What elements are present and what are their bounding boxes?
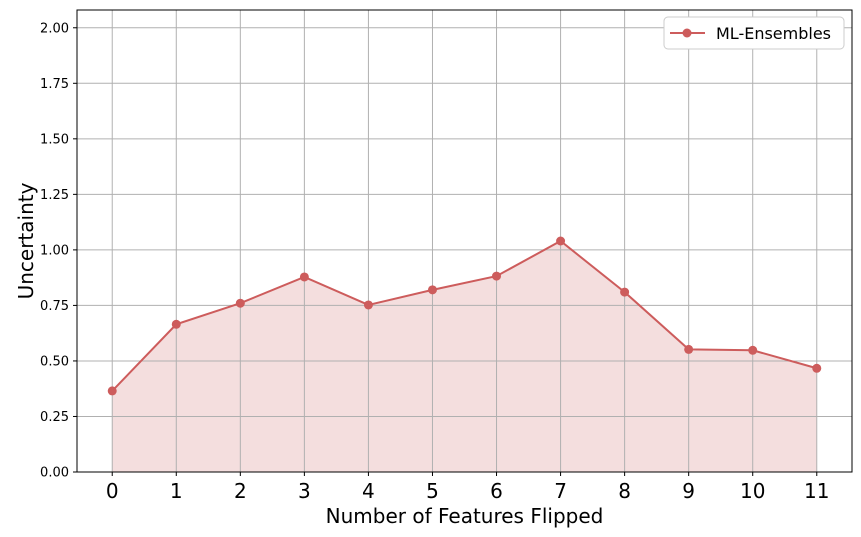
data-point: [812, 363, 822, 373]
data-point: [363, 300, 373, 310]
x-axis-ticks: 0 1 2 3 4 5 6 7 8 9 10 11: [106, 472, 829, 503]
data-point: [171, 319, 181, 329]
x-tick-label: 7: [554, 479, 567, 503]
x-tick-label: 3: [298, 479, 311, 503]
data-point: [427, 285, 437, 295]
x-tick-label: 6: [490, 479, 503, 503]
data-point: [492, 271, 502, 281]
x-tick-label: 8: [618, 479, 631, 503]
series-line-layer: [111, 239, 818, 392]
x-tick-label: 11: [804, 479, 829, 503]
y-tick-label: 1.25: [40, 188, 69, 203]
y-axis-label: Uncertainty: [14, 182, 38, 299]
y-tick-label: 2.00: [40, 21, 69, 36]
x-tick-label: 9: [682, 479, 695, 503]
x-tick-label: 4: [362, 479, 375, 503]
series-area-fill: [112, 241, 817, 472]
marker-layer: [107, 236, 822, 396]
y-tick-label: 0.75: [40, 299, 69, 314]
x-tick-label: 0: [106, 479, 119, 503]
x-tick-label: 10: [740, 479, 765, 503]
y-tick-label: 1.75: [40, 77, 69, 92]
data-point: [235, 298, 245, 308]
y-tick-label: 0.50: [40, 354, 69, 369]
x-tick-label: 2: [234, 479, 247, 503]
data-point: [684, 344, 694, 354]
y-tick-label: 1.00: [40, 243, 69, 258]
x-axis-label: Number of Features Flipped: [326, 504, 604, 528]
series-line: [111, 239, 818, 392]
legend: ML-Ensembles: [663, 16, 845, 50]
data-point: [748, 345, 758, 355]
data-point: [299, 272, 309, 282]
plot-frame: [76, 9, 853, 473]
y-tick-label: 0.25: [40, 410, 69, 425]
x-tick-label: 1: [170, 479, 183, 503]
y-tick-label: 0.00: [40, 466, 69, 481]
data-point: [620, 287, 630, 297]
x-tick-label: 5: [426, 479, 439, 503]
y-axis-ticks: 0.00 0.25 0.50 0.75 1.00 1.25 1.50 1.75 2.00: [40, 21, 77, 481]
legend-label: ML-Ensembles: [716, 24, 831, 43]
legend-marker-swatch: [682, 28, 692, 38]
legend-box: [663, 16, 845, 50]
y-tick-label: 1.50: [40, 132, 69, 147]
area-fill-layer: [112, 241, 817, 472]
data-point: [556, 236, 566, 246]
data-point: [107, 386, 117, 396]
